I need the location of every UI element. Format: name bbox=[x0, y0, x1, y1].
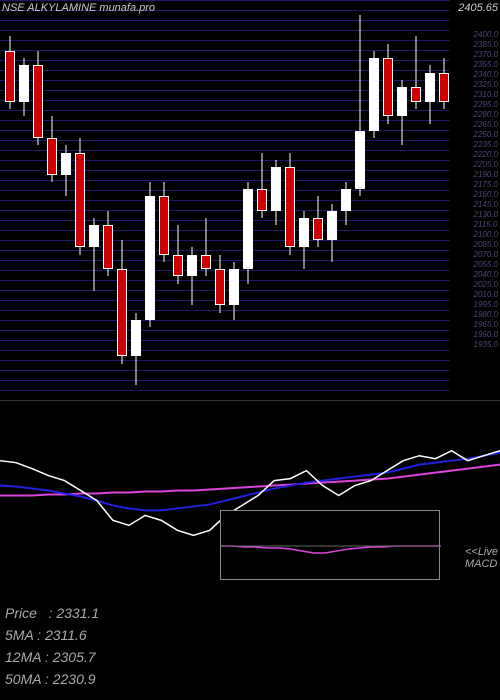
macd-inset bbox=[220, 510, 440, 580]
info-panel: Price : 2331.1 5MA : 2311.6 12MA : 2305.… bbox=[5, 602, 99, 690]
info-50ma: 50MA : 2230.9 bbox=[5, 668, 99, 690]
chart-side-values: 2400.0 2385.0 2370.0 2355.0 2340.0 2325.… bbox=[474, 30, 498, 350]
info-12ma: 12MA : 2305.7 bbox=[5, 646, 99, 668]
info-price: Price : 2331.1 bbox=[5, 602, 99, 624]
macd-label: <<Live MACD bbox=[465, 546, 498, 570]
chart-top-value: 2405.65 bbox=[458, 2, 498, 14]
macd-inset-svg bbox=[221, 511, 441, 581]
macd-label-live: <<Live bbox=[465, 546, 498, 558]
candle-container bbox=[0, 0, 450, 400]
candlestick-chart: NSE ALKYLAMINE munafa.pro 2405.65 2400.0… bbox=[0, 0, 500, 400]
indicator-panel: <<Live MACD bbox=[0, 400, 500, 590]
chart-title: NSE ALKYLAMINE munafa.pro bbox=[2, 2, 155, 14]
info-5ma: 5MA : 2311.6 bbox=[5, 624, 99, 646]
macd-label-macd: MACD bbox=[465, 558, 498, 570]
